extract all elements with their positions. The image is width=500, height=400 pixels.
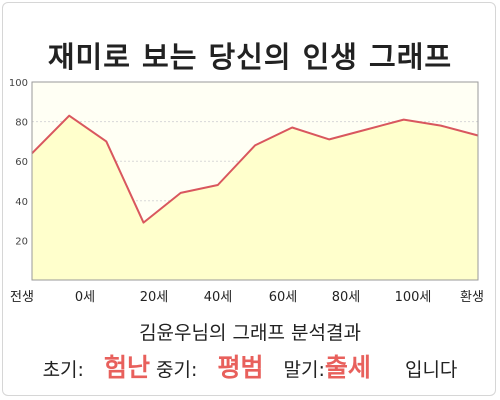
x-tick-label: 전생	[10, 290, 34, 305]
mid-label: 중기:	[156, 359, 198, 381]
mid-value: 평범	[217, 353, 264, 382]
analysis-phases: 초기: 험난 중기: 평범 말기:출세 입니다	[0, 348, 500, 384]
early-value: 험난	[103, 353, 150, 382]
x-tick-label: 60세	[269, 290, 298, 305]
y-tick-label: 100	[9, 78, 28, 89]
chart-title: 재미로 보는 당신의 인생 그래프	[47, 40, 453, 74]
x-tick-label: 20세	[140, 290, 169, 305]
late-label: 말기:	[283, 359, 325, 381]
life-area-fill	[32, 115, 478, 280]
x-tick-label: 0세	[75, 290, 95, 305]
y-tick-label: 80	[15, 118, 28, 129]
analysis-result-title: 김윤우님의 그래프 분석결과	[139, 322, 361, 344]
early-label: 초기:	[42, 359, 84, 381]
x-tick-label: 100세	[395, 290, 432, 305]
y-tick-label: 40	[15, 197, 28, 208]
x-tick-label: 40세	[204, 290, 233, 305]
late-value: 출세	[324, 353, 371, 382]
y-tick-label: 20	[15, 236, 28, 247]
result-suffix: 입니다	[404, 359, 458, 381]
plot-border	[31, 81, 479, 281]
life-series-line	[31, 114, 479, 224]
x-tick-label: 환생	[460, 290, 484, 305]
x-tick-label: 80세	[332, 290, 361, 305]
y-tick-label: 60	[15, 157, 28, 168]
life-graph-chart: 20 40 60 80 100 전생 0세 20세 40세 60세 80세 100세 환생	[9, 78, 484, 305]
y-axis-ticks: 20 40 60 80 100	[9, 78, 28, 247]
card-frame	[2, 2, 496, 396]
x-axis-ticks: 전생 0세 20세 40세 60세 80세 100세 환생	[10, 290, 484, 305]
